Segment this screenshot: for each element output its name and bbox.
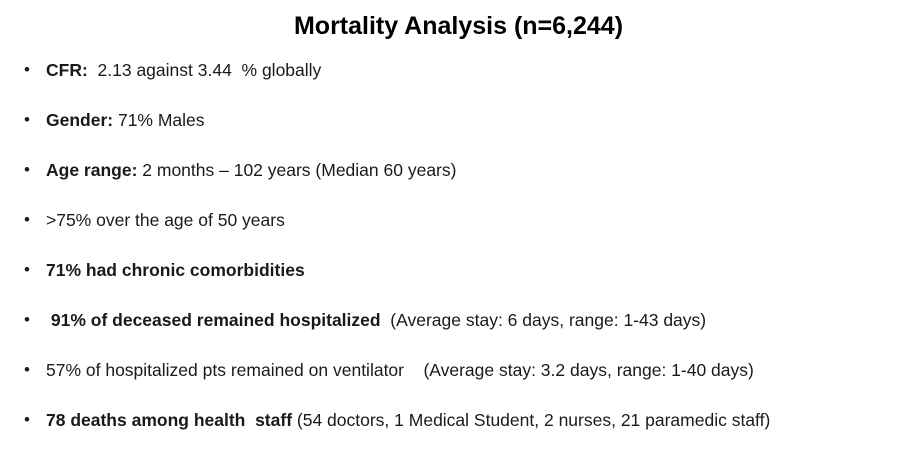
bullet-icon: • [24,410,30,429]
bullet-text: 71% Males [113,110,205,130]
bullet-bold-text: Gender: [46,110,114,130]
bullet-bold-text: CFR: [46,60,88,80]
bullet-text: (Average stay: 6 days, range: 1-43 days) [380,310,707,330]
bullet-icon: • [24,60,30,79]
bullet-item-gender: • Gender: 71% Males [18,109,899,131]
bullet-content: 57% of hospitalized pts remained on vent… [46,359,754,381]
bullet-content: 78 deaths among health staff (54 doctors… [46,409,770,431]
bullet-content: 71% had chronic comorbidities [46,259,305,281]
bullet-bold-text: 78 deaths among health staff [46,410,293,430]
bullet-bold-text: 91% of deceased remained hospitalized [46,310,381,330]
bullet-icon: • [24,210,30,229]
bullet-item-ventilator: • 57% of hospitalized pts remained on ve… [18,359,899,381]
bullet-text: 2 months – 102 years (Median 60 years) [137,160,457,180]
bullet-content: Age range: 2 months – 102 years (Median … [46,159,456,181]
page-title: Mortality Analysis (n=6,244) [293,12,624,40]
bullet-item-over-50: • >75% over the age of 50 years [18,209,899,231]
bullet-item-health-staff-deaths: • 78 deaths among health staff (54 docto… [18,409,899,431]
bullet-text: 2.13 against 3.44 % globally [87,60,322,80]
bullet-bold-text: Age range: [46,160,138,180]
bullet-content: CFR: 2.13 against 3.44 % globally [46,59,321,81]
bullet-content: 91% of deceased remained hospitalized (A… [46,309,706,331]
bullet-content: Gender: 71% Males [46,109,205,131]
bullet-text: (54 doctors, 1 Medical Student, 2 nurses… [292,410,771,430]
bullet-list: • CFR: 2.13 against 3.44 % globally • Ge… [18,59,899,431]
bullet-item-hospitalized: • 91% of deceased remained hospitalized … [18,309,899,331]
bullet-item-cfr: • CFR: 2.13 against 3.44 % globally [18,59,899,81]
bullet-icon: • [24,260,30,279]
bullet-bold-text: 71% had chronic comorbidities [46,260,305,280]
bullet-icon: • [24,360,30,379]
bullet-content: >75% over the age of 50 years [46,209,285,231]
bullet-text: 57% of hospitalized pts remained on vent… [46,360,754,380]
bullet-item-age-range: • Age range: 2 months – 102 years (Media… [18,159,899,181]
bullet-text: >75% over the age of 50 years [46,210,285,230]
bullet-icon: • [24,310,30,329]
bullet-item-comorbidities: • 71% had chronic comorbidities [18,259,899,281]
bullet-icon: • [24,160,30,179]
bullet-icon: • [24,110,30,129]
